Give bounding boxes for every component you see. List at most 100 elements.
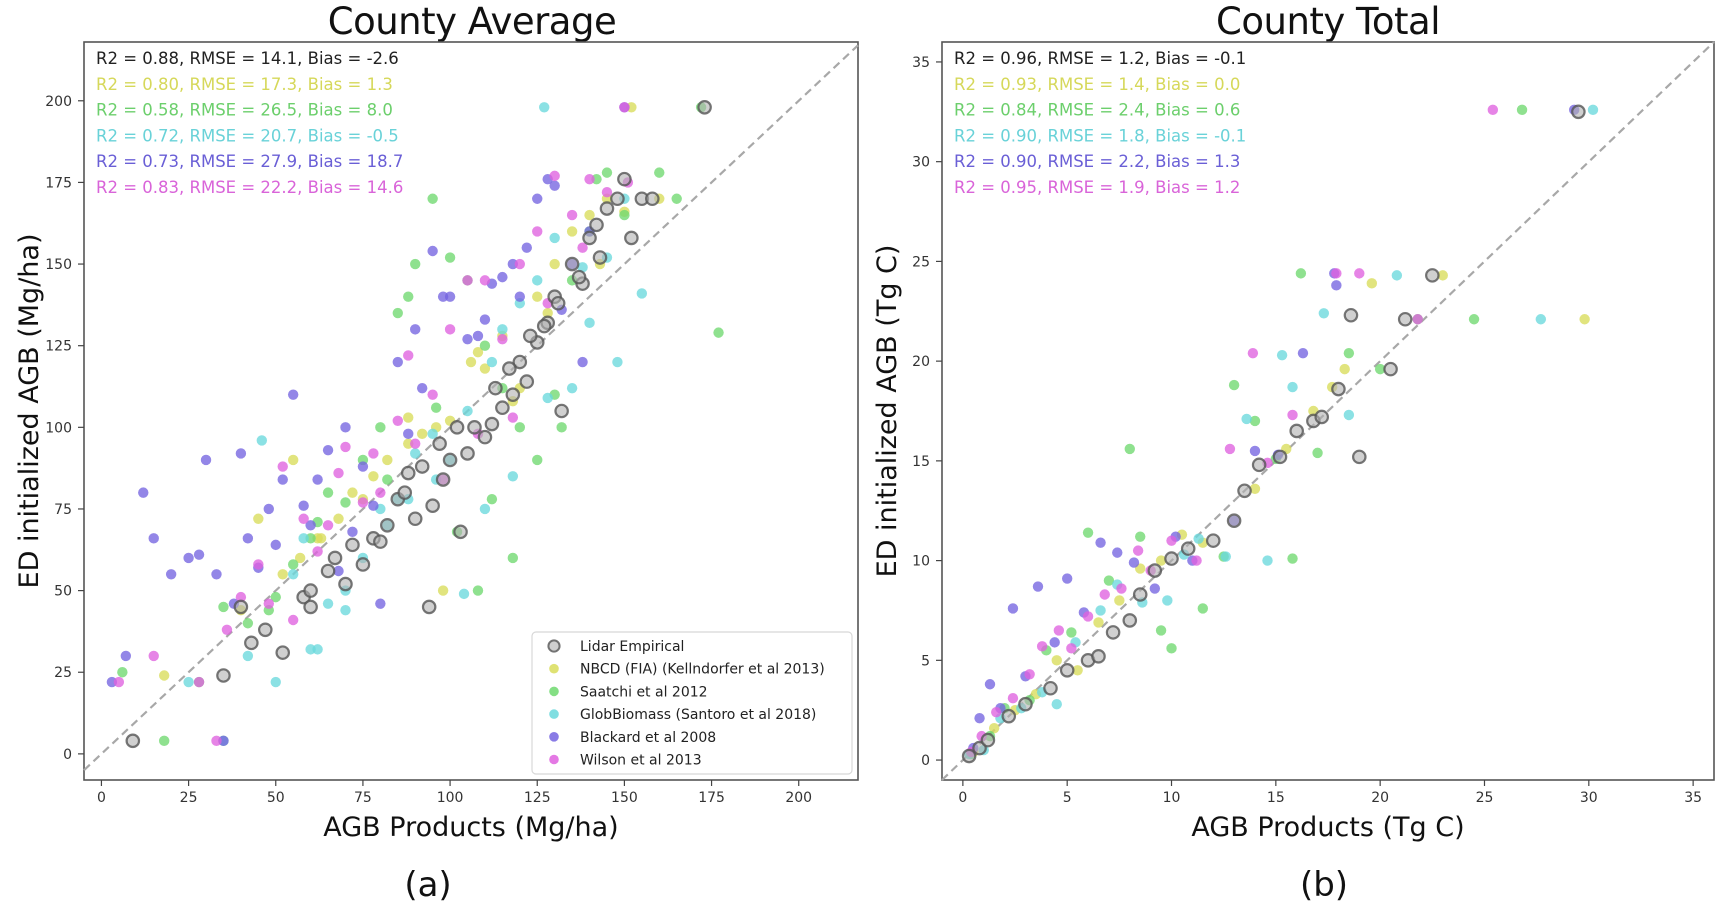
data-point — [453, 524, 468, 540]
data-point — [1066, 627, 1077, 638]
stats-text: R2 = 0.84, RMSE = 2.4, Bias = 0.6 — [954, 101, 1240, 120]
x-tick-label: 200 — [785, 790, 812, 806]
one-to-one-reference-line — [83, 44, 859, 772]
data-point — [1487, 104, 1499, 116]
data-point — [462, 405, 473, 417]
data-point — [368, 471, 379, 482]
data-point — [1314, 409, 1330, 425]
data-point — [522, 328, 538, 344]
legend-marker-lidar — [547, 639, 561, 653]
data-point — [1053, 625, 1065, 636]
data-point — [218, 601, 229, 613]
data-point — [257, 622, 273, 638]
data-point — [1397, 311, 1413, 327]
data-point — [1247, 347, 1259, 359]
data-point — [437, 585, 449, 596]
data-point — [165, 569, 177, 580]
data-point — [697, 100, 712, 115]
data-point — [486, 356, 498, 368]
data-point — [125, 733, 141, 749]
data-point — [410, 258, 421, 270]
stats-text: R2 = 0.83, RMSE = 22.2, Bias = 14.6 — [96, 178, 403, 197]
data-point — [1289, 423, 1305, 439]
data-point — [1251, 457, 1267, 473]
data-point — [619, 209, 630, 221]
data-point — [467, 420, 482, 435]
data-point — [497, 333, 508, 345]
data-point — [320, 563, 336, 579]
data-point — [1093, 617, 1104, 628]
legend-marker — [549, 663, 559, 674]
data-point — [477, 429, 493, 445]
data-point — [375, 487, 386, 498]
data-point — [519, 374, 535, 389]
data-point — [416, 428, 428, 440]
data-point — [1082, 527, 1094, 538]
data-point — [256, 435, 268, 446]
data-point — [961, 748, 977, 764]
data-point — [1191, 555, 1202, 566]
legend-marker — [549, 754, 559, 765]
data-point — [536, 318, 552, 334]
data-point — [340, 604, 351, 616]
data-point — [435, 472, 451, 487]
data-point — [235, 591, 247, 603]
panel-county-average: County Average 0 25 50 75 100 125 150 175 200 0 25… — [14, 0, 859, 905]
stats-annotations: R2 = 0.96, RMSE = 1.2, Bias = -0.1 R2 = 0… — [954, 49, 1246, 197]
data-point — [549, 170, 560, 182]
data-point — [582, 230, 597, 246]
data-point — [392, 307, 403, 319]
data-point — [1272, 449, 1288, 465]
data-point — [566, 226, 578, 237]
data-point — [298, 513, 309, 524]
panel-label: (b) — [1299, 865, 1349, 905]
data-point — [403, 412, 414, 423]
x-axis-label: AGB Products (Mg/ha) — [323, 812, 618, 843]
data-point — [1297, 347, 1309, 359]
data-point — [624, 230, 639, 246]
data-point — [403, 350, 414, 361]
data-point — [1095, 605, 1106, 616]
x-axis: 0 25 50 75 100 125 150 175 200 — [97, 780, 812, 806]
y-axis: 0 25 50 75 100 125 150 175 200 — [45, 94, 84, 763]
y-tick-label: 125 — [45, 339, 72, 355]
data-point — [1351, 449, 1367, 465]
data-point — [242, 618, 254, 629]
x-tick-label: 0 — [97, 790, 106, 806]
data-point — [432, 436, 447, 451]
data-point — [1032, 581, 1044, 592]
data-point — [465, 356, 477, 368]
data-point — [380, 517, 395, 533]
data-point — [1164, 551, 1179, 566]
y-tick-label: 15 — [912, 454, 930, 470]
x-tick-label: 125 — [524, 790, 551, 806]
legend-entry-label: Saatchi et al 2012 — [580, 684, 708, 700]
scatter-plot-county-total: 0 5 10 15 20 25 30 35 0 5 10 15 20 25 30 35 AGB Products… — [872, 41, 1715, 843]
data-point — [382, 454, 393, 466]
stats-text: R2 = 0.58, RMSE = 26.5, Bias = 8.0 — [96, 101, 393, 120]
data-point — [1105, 625, 1121, 640]
x-tick-label: 20 — [1371, 790, 1389, 806]
data-point — [1571, 104, 1586, 120]
data-point — [980, 732, 996, 748]
y-tick-label: 25 — [912, 254, 930, 270]
chart-title: County Total — [1216, 0, 1440, 43]
data-point — [312, 474, 323, 485]
data-point — [584, 173, 595, 185]
data-point — [287, 614, 299, 626]
data-point — [1007, 603, 1019, 614]
data-point — [322, 444, 334, 456]
y-tick-label: 150 — [45, 257, 72, 273]
data-point — [532, 193, 543, 204]
data-point — [610, 191, 625, 207]
data-point — [416, 382, 428, 394]
data-point — [1374, 363, 1386, 375]
data-point — [444, 324, 456, 335]
data-point — [532, 275, 543, 286]
data-point — [1122, 613, 1138, 628]
data-point — [486, 493, 498, 505]
scatter-plot-county-average: 0 25 50 75 100 125 150 175 200 0 25 50 75 100 125 150 17… — [14, 41, 859, 843]
stats-annotations: R2 = 0.88, RMSE = 14.1, Bias = -2.6 R2 = … — [96, 49, 403, 197]
data-point — [1262, 555, 1273, 566]
legend-marker — [549, 709, 559, 719]
